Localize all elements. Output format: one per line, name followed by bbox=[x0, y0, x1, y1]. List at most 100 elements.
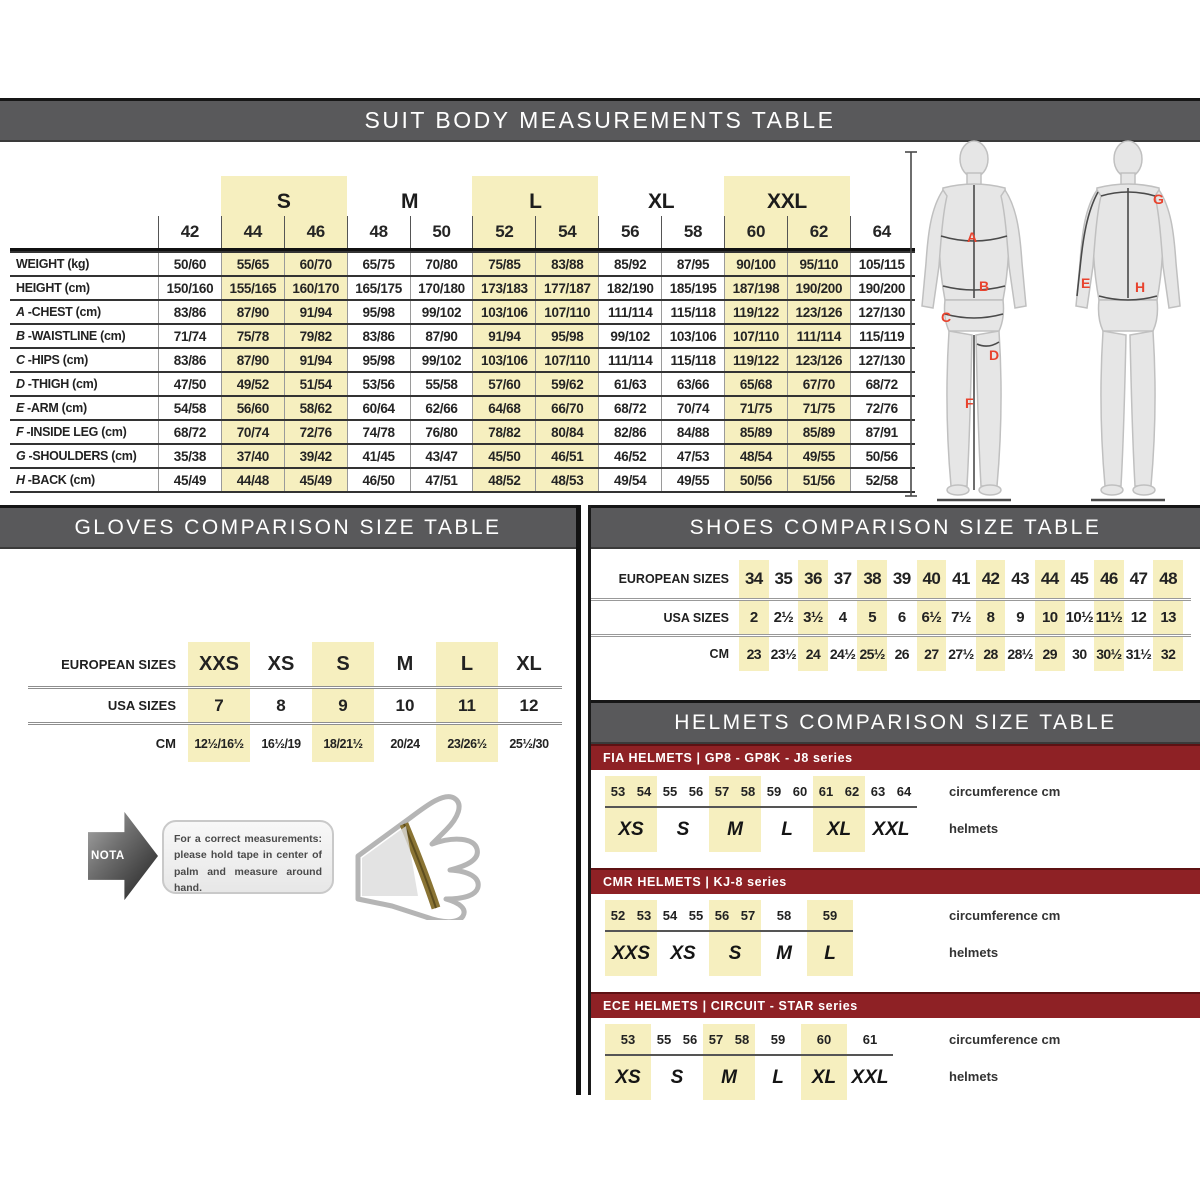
helmet-circumference-value: 62 bbox=[844, 783, 860, 799]
suit-value-cell: 71/75 bbox=[786, 397, 850, 419]
helmets-label: helmets bbox=[949, 1068, 999, 1084]
suit-value-cell: 85/89 bbox=[724, 421, 787, 443]
suit-row-label: A- CHEST (cm) bbox=[16, 305, 101, 319]
suit-table-title: SUIT BODY MEASUREMENTS TABLE bbox=[364, 107, 836, 133]
arm-measure-line bbox=[1076, 191, 1099, 297]
shoes-row: USA SIZES 2 2½ 3½ 4 5 6 6½ 7½ 8 9 10 10½ 11½ 12 13 bbox=[591, 601, 1191, 637]
suit-value-cell: 119/122 bbox=[724, 301, 787, 323]
suit-value-cell: 150/160 bbox=[158, 277, 221, 299]
shoes-size-cell: 23 bbox=[739, 637, 769, 671]
suit-table: S M L XL XXL 42 44 46 48 50 52 54 56 58 60 62 64 WEIGHT (… bbox=[10, 176, 915, 493]
suit-column-header: 62 bbox=[786, 216, 850, 248]
helmet-size-group: 55 56 S bbox=[651, 1024, 703, 1100]
helmets-table-title: HELMETS COMPARISON SIZE TABLE bbox=[674, 710, 1117, 734]
suit-value-cell: 111/114 bbox=[598, 349, 661, 371]
helmet-circumference-value: 53 bbox=[610, 783, 626, 799]
helmet-circumference-value: 55 bbox=[662, 783, 678, 799]
suit-value-cell: 62/66 bbox=[409, 397, 473, 419]
gloves-size-cell: M bbox=[396, 652, 414, 675]
shoes-size-cell: 32 bbox=[1153, 637, 1183, 671]
suit-value-cell: 99/102 bbox=[409, 349, 473, 371]
suit-value-cell: 95/110 bbox=[786, 253, 850, 275]
circumference-label: circumference cm bbox=[949, 783, 1061, 799]
suit-table-row: HEIGHT (cm) 150/160 155/165 160/170 165/175 1… bbox=[10, 275, 915, 299]
helmet-circumference-value: 53 bbox=[620, 1031, 636, 1047]
suit-value-cell: 83/88 bbox=[535, 253, 599, 275]
shoes-size-cell: 24½ bbox=[829, 646, 856, 662]
suit-value-cell: 60/64 bbox=[346, 397, 410, 419]
helmet-circumference-values: 55 56 bbox=[657, 776, 709, 808]
suit-value-cell: 78/82 bbox=[472, 421, 536, 443]
back-waist-line bbox=[1098, 295, 1158, 301]
suit-row-label-text: WEIGHT (kg) bbox=[16, 257, 90, 271]
hips-measure-line bbox=[944, 313, 1004, 319]
suit-value-cell: 47/51 bbox=[409, 469, 473, 491]
suit-value-cell: 57/60 bbox=[472, 373, 536, 395]
suit-value-cell: 63/66 bbox=[661, 373, 724, 395]
suit-value-cell: 64/68 bbox=[472, 397, 536, 419]
helmet-circumference-value: 56 bbox=[688, 783, 704, 799]
suit-value-cell: 66/70 bbox=[535, 397, 599, 419]
suit-value-cell: 48/53 bbox=[535, 469, 599, 491]
suit-value-cell: 87/90 bbox=[409, 325, 473, 347]
measure-label-g: G bbox=[1153, 191, 1164, 207]
shoes-size-cell: 29 bbox=[1034, 637, 1065, 671]
helmet-circumference-value: 57 bbox=[708, 1031, 724, 1047]
shoes-size-cell: 10 bbox=[1034, 601, 1065, 634]
helmets-label: helmets bbox=[949, 820, 999, 836]
suit-row-label-text: ARM (cm) bbox=[30, 401, 87, 415]
suit-table-row: WEIGHT (kg) 50/60 55/65 60/70 65/75 70/80 75/8… bbox=[10, 251, 915, 275]
helmet-circumference-value: 54 bbox=[662, 907, 678, 923]
suit-row-label: H- BACK (cm) bbox=[16, 473, 95, 487]
suit-column-header: 60 bbox=[724, 216, 787, 248]
shoes-row: CM 23 23½ 24 24½ 25½ 26 27 27½ 28 28½ 29 30 30½ 31½ 32 bbox=[591, 637, 1191, 671]
body-measurement-figures: A B C D F bbox=[893, 138, 1200, 504]
shoes-size-cell: 11½ bbox=[1094, 601, 1124, 634]
gloves-size-cell: S bbox=[312, 642, 374, 686]
measure-label-f: F bbox=[965, 395, 974, 411]
measure-label-e: E bbox=[1081, 275, 1090, 291]
shoes-size-cell: 8 bbox=[975, 601, 1006, 634]
suit-column-header: 54 bbox=[535, 216, 599, 248]
nota-arrow-icon: NOTA bbox=[88, 811, 158, 901]
helmet-size-label: S bbox=[728, 943, 742, 964]
shoes-size-cell: 5 bbox=[857, 601, 887, 634]
suit-value-cell: 190/200 bbox=[786, 277, 850, 299]
gloves-size-cell: 11 bbox=[436, 689, 498, 722]
suit-value-cell: 95/98 bbox=[346, 301, 410, 323]
measure-letter: D bbox=[16, 377, 25, 391]
suit-row-label: HEIGHT (cm) bbox=[10, 277, 158, 299]
helmet-circumference-value: 54 bbox=[636, 783, 652, 799]
helmet-circumference-value: 59 bbox=[822, 907, 838, 923]
helmet-series-bar: CMR HELMETS | KJ-8 series bbox=[591, 868, 1200, 894]
measure-label-a: A bbox=[967, 229, 977, 245]
suit-value-cell: 95/98 bbox=[346, 349, 410, 371]
suit-row-label-text: HEIGHT (cm) bbox=[16, 281, 90, 295]
gloves-table-title: GLOVES COMPARISON SIZE TABLE bbox=[74, 515, 502, 539]
right-panel: SHOES COMPARISON SIZE TABLE EUROPEAN SIZ… bbox=[588, 505, 1200, 1104]
helmet-circumference-values: 57 58 bbox=[709, 776, 761, 808]
suit-row-label-text: INSIDE LEG (cm) bbox=[30, 425, 127, 439]
helmets-label: helmets bbox=[949, 944, 999, 960]
shoes-size-cell: 6 bbox=[897, 609, 906, 626]
suit-value-cell: 48/52 bbox=[472, 469, 536, 491]
helmet-section: CMR HELMETS | KJ-8 series 52 53 XXS 54 55 XS 56… bbox=[591, 868, 1200, 980]
helmet-circumference-values: 61 62 bbox=[813, 776, 865, 808]
gloves-row-label: EUROPEAN SIZES bbox=[61, 656, 176, 672]
suit-row-label: B- WAISTLINE (cm) bbox=[16, 329, 126, 343]
measure-letter: E bbox=[16, 401, 25, 415]
shoes-size-cell: 7½ bbox=[951, 609, 971, 626]
suit-corner-cell-2 bbox=[10, 216, 158, 248]
suit-row-label-text: WAISTLINE (cm) bbox=[31, 329, 126, 343]
suit-value-cell: 55/65 bbox=[220, 253, 284, 275]
helmet-circumference-value: 55 bbox=[688, 907, 704, 923]
suit-table-row: E- ARM (cm) 54/58 56/60 58/62 60/64 62/66 64/6… bbox=[10, 395, 915, 419]
gloves-measurement-note: For a correct measurements: please hold … bbox=[162, 820, 334, 894]
shoes-size-cell: 42 bbox=[975, 560, 1006, 598]
helmet-circumference-values: 54 55 bbox=[657, 900, 709, 932]
gloves-size-cell: 9 bbox=[312, 689, 374, 722]
helmet-circumference-value: 56 bbox=[714, 907, 730, 923]
helmet-size-label: S bbox=[670, 1067, 684, 1088]
suit-size-group-label bbox=[158, 176, 221, 216]
